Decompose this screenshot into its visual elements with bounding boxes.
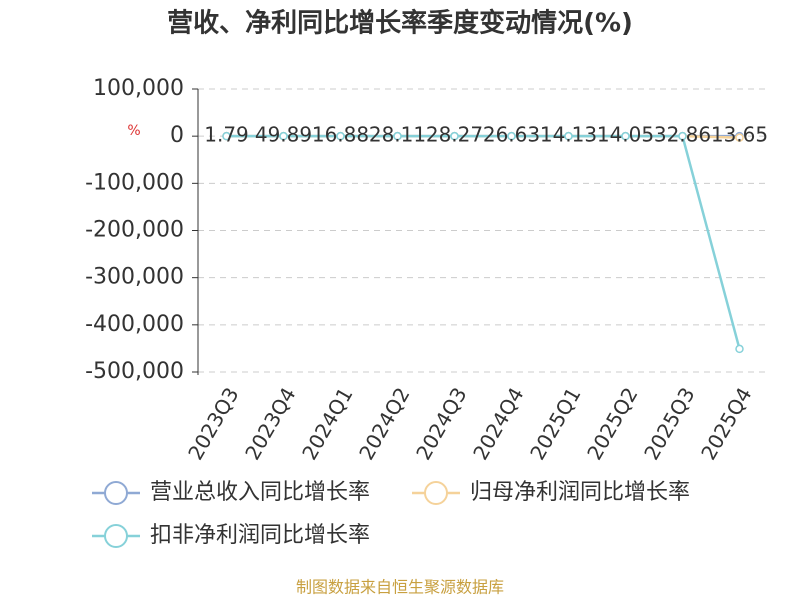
y-tick-label: -400,000 [85, 312, 184, 337]
x-tick-label: 2025Q2 [582, 383, 642, 464]
x-tick-label: 2025Q3 [639, 383, 699, 464]
legend-label: 归母净利润同比增长率 [470, 480, 690, 505]
data-point [222, 131, 231, 141]
x-tick-label: 2023Q3 [183, 383, 243, 464]
data-point [735, 133, 744, 142]
data-label: 16.88 [312, 123, 369, 147]
source-note: 制图数据来自恒生聚源数据库 [296, 578, 504, 597]
data-point [564, 131, 573, 141]
y-tick-label: -300,000 [85, 265, 184, 290]
data-label: 14.05 [597, 123, 654, 147]
x-tick-label: 2025Q4 [696, 383, 756, 464]
legend-label: 营业总收入同比增长率 [150, 480, 370, 505]
y-tick-label: -100,000 [85, 170, 184, 195]
data-label: 28.27 [426, 123, 483, 147]
data-label: 32.86 [654, 123, 711, 147]
data-label: 28.11 [369, 123, 426, 147]
data-point [507, 131, 516, 141]
data-label: 26.63 [483, 123, 540, 147]
data-point [336, 131, 345, 141]
x-tick-label: 2024Q1 [297, 383, 357, 464]
data-label: 13.65 [711, 123, 768, 147]
y-tick-label: 100,000 [93, 76, 184, 101]
x-tick-label: 2023Q4 [240, 383, 300, 464]
y-tick-label: -500,000 [85, 359, 184, 384]
y-tick-label: 0 [170, 123, 184, 148]
data-point [393, 131, 402, 141]
x-tick-label: 2025Q1 [525, 383, 585, 464]
legend-marker [104, 481, 128, 505]
data-label: 1.79 [204, 123, 249, 147]
x-tick-label: 2024Q2 [354, 383, 414, 464]
series-line [226, 134, 741, 350]
data-point [450, 131, 459, 141]
legend-marker [424, 481, 448, 505]
y-tick-label: -200,000 [85, 218, 184, 243]
data-label: 14.13 [540, 123, 597, 147]
data-point [621, 131, 630, 141]
x-tick-label: 2024Q3 [411, 383, 471, 464]
y-axis-label: % [127, 123, 140, 139]
legend-marker [104, 524, 128, 548]
data-point [678, 131, 687, 141]
data-label: 49.89 [255, 123, 312, 147]
data-point [279, 131, 288, 141]
x-tick-label: 2024Q4 [468, 383, 528, 464]
legend-label: 扣非净利润同比增长率 [150, 523, 370, 548]
data-point [735, 344, 744, 354]
chart-title: 营收、净利同比增长率季度变动情况(%) [167, 8, 633, 39]
